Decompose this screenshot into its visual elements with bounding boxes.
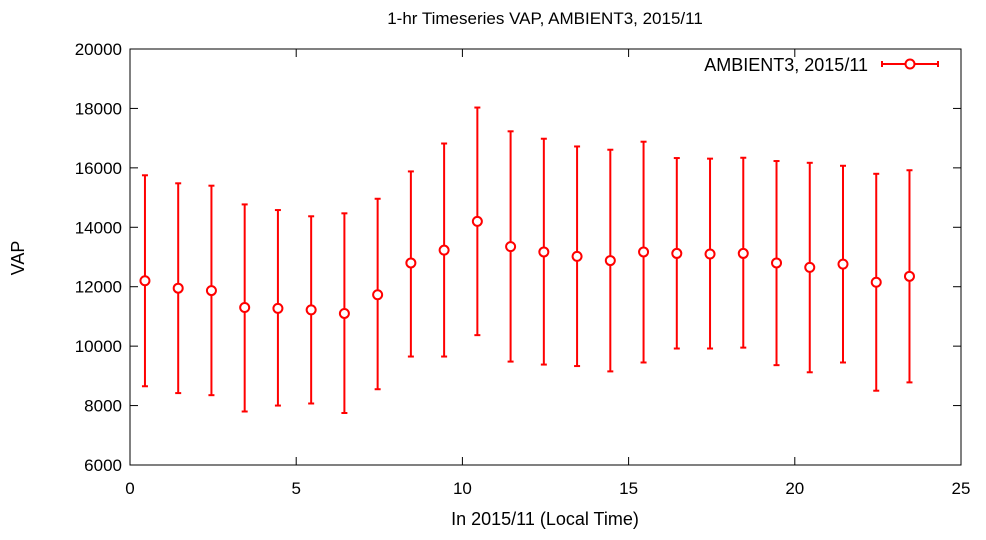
y-tick-label: 6000 (84, 456, 122, 475)
data-point (704, 248, 716, 260)
data-point (172, 282, 184, 294)
data-point (438, 244, 450, 256)
y-tick-label: 20000 (75, 40, 122, 59)
legend-label: AMBIENT3, 2015/11 (704, 55, 868, 75)
y-tick-label: 18000 (75, 99, 122, 118)
y-axis: 6000 8000 10000 12000 14000 16000 18000 20000 (75, 40, 961, 475)
chart-title: 1-hr Timeseries VAP, AMBIENT3, 2015/11 (387, 9, 703, 28)
y-tick-label: 14000 (75, 218, 122, 237)
data-point (903, 270, 915, 282)
series-vap (139, 106, 915, 414)
data-point (604, 255, 616, 267)
legend-marker (904, 58, 916, 70)
y-tick-label: 10000 (75, 337, 122, 356)
data-point (338, 307, 350, 319)
y-tick-label: 8000 (84, 397, 122, 416)
x-tick-label: 0 (125, 479, 134, 498)
x-tick-label: 15 (619, 479, 638, 498)
data-point (638, 246, 650, 258)
data-point (870, 276, 882, 288)
y-tick-label: 16000 (75, 159, 122, 178)
data-point (671, 247, 683, 259)
plot-frame (129, 48, 962, 466)
data-point (505, 241, 517, 253)
x-tick-label: 5 (291, 479, 300, 498)
legend-symbol (881, 58, 939, 70)
legend: AMBIENT3, 2015/11 (704, 55, 939, 75)
x-tick-label: 20 (785, 479, 804, 498)
data-point (804, 261, 816, 273)
data-point (139, 275, 151, 287)
x-tick-label: 10 (453, 479, 472, 498)
x-axis-label: In 2015/11 (Local Time) (451, 509, 639, 529)
x-axis: 0 5 10 15 20 25 (125, 49, 970, 498)
x-tick-label: 25 (952, 479, 971, 498)
data-point (837, 258, 849, 270)
data-point (239, 302, 251, 314)
data-point (771, 257, 783, 269)
y-axis-label: VAP (8, 241, 28, 276)
y-tick-label: 12000 (75, 278, 122, 297)
data-point (737, 247, 749, 259)
data-point (305, 304, 317, 316)
data-point (272, 302, 284, 314)
data-point (405, 257, 417, 269)
data-point (571, 250, 583, 262)
data-point (471, 215, 483, 227)
data-point (205, 285, 217, 297)
data-point (372, 289, 384, 301)
data-point (538, 246, 550, 258)
